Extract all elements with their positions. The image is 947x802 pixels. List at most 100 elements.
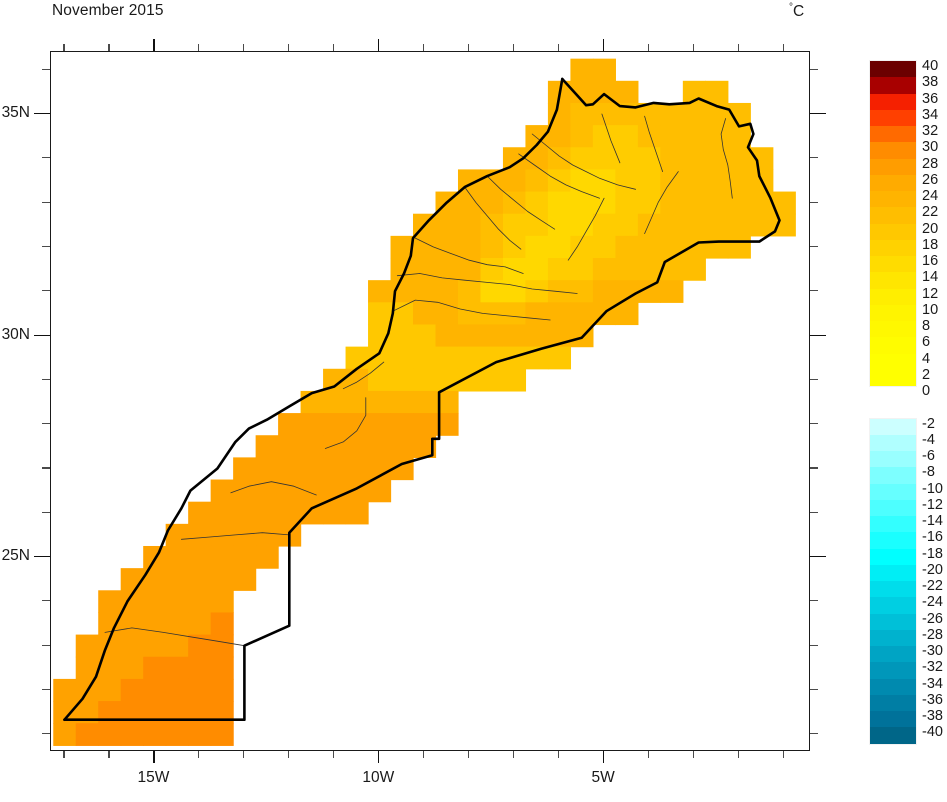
raster-cell — [165, 634, 189, 658]
admin-border — [644, 171, 679, 235]
raster-cell — [323, 435, 347, 458]
colorbar-segment — [870, 548, 916, 565]
colorbar-tick-label: -18 — [922, 545, 943, 562]
raster-cell — [547, 235, 572, 259]
raster-cell — [278, 501, 302, 525]
raster-cell — [143, 678, 167, 702]
colorbar-segment — [870, 353, 916, 370]
x-tick-minor — [288, 44, 290, 51]
x-tick-major — [603, 751, 605, 763]
x-tick-minor — [63, 44, 65, 51]
raster-cell — [457, 302, 482, 326]
y-tick-minor — [42, 378, 50, 380]
raster-cell — [413, 258, 437, 281]
colorbar-tick-label: -8 — [922, 464, 935, 481]
raster-cell — [502, 213, 527, 237]
raster-cell — [368, 302, 392, 326]
temperature-raster — [53, 58, 796, 746]
raster-cell — [188, 545, 212, 569]
raster-cell — [210, 678, 234, 702]
raster-cell — [188, 590, 212, 614]
raster-cell — [615, 169, 639, 193]
raster-cell — [615, 102, 639, 126]
x-tick-minor — [333, 44, 335, 51]
raster-cell — [772, 191, 796, 215]
raster-cell — [615, 258, 639, 281]
raster-cell — [165, 568, 189, 591]
raster-cell — [75, 656, 99, 680]
raster-cell — [345, 368, 369, 392]
colorbar-segment — [870, 191, 916, 208]
colorbar-tick-label: 16 — [922, 253, 939, 269]
raster-cell — [165, 723, 189, 746]
colorbar-segment — [870, 597, 916, 614]
raster-cell — [413, 346, 437, 370]
raster-cell — [547, 191, 572, 215]
raster-cell — [368, 457, 392, 481]
colorbar-tick-label: 10 — [922, 301, 939, 318]
raster-cell — [188, 612, 212, 636]
colorbar-tick-label: 22 — [922, 204, 939, 221]
colorbar-tick-label: -6 — [922, 448, 935, 464]
colorbar-segment — [870, 288, 916, 305]
map-plot-area[interactable] — [50, 51, 810, 751]
raster-cell — [592, 191, 616, 215]
y-tick-major — [34, 334, 50, 336]
x-tick-minor — [243, 44, 245, 51]
raster-cell — [682, 213, 706, 237]
raster-cell — [143, 612, 167, 636]
raster-cell — [188, 678, 212, 702]
raster-cell — [570, 258, 594, 281]
raster-cell — [233, 479, 257, 503]
raster-cell — [98, 656, 122, 680]
colorbar-segment — [870, 629, 916, 646]
colorbar-segment — [870, 256, 916, 273]
x-tick-minor — [288, 751, 290, 758]
raster-cell — [682, 235, 706, 259]
x-tick-major — [603, 39, 605, 51]
raster-cell — [727, 235, 751, 259]
raster-cell — [368, 280, 392, 303]
y-tick-minor — [42, 600, 50, 602]
raster-cell — [705, 213, 729, 237]
raster-cell — [457, 324, 482, 348]
raster-cell — [278, 457, 302, 481]
raster-cell — [143, 590, 167, 614]
x-tick-minor — [468, 751, 470, 758]
raster-cell — [637, 125, 661, 148]
admin-border — [392, 299, 551, 321]
raster-cell — [705, 169, 729, 193]
x-tick-minor — [783, 751, 785, 758]
raster-cell — [525, 147, 549, 170]
colorbar-segment — [870, 678, 916, 695]
raster-cell — [435, 213, 459, 237]
raster-cell — [300, 501, 324, 525]
raster-cell — [435, 302, 459, 326]
colorbar-cold — [869, 417, 917, 745]
raster-cell — [413, 324, 437, 348]
raster-cell — [435, 324, 459, 348]
raster-cell — [413, 280, 437, 303]
raster-cell — [368, 413, 392, 436]
raster-cell — [615, 125, 639, 148]
celsius-letter: C — [793, 3, 805, 21]
raster-cell — [570, 302, 594, 326]
raster-cell — [570, 58, 594, 82]
raster-cell — [53, 678, 77, 702]
raster-cell — [727, 125, 751, 148]
raster-cell — [480, 213, 504, 237]
raster-cell — [637, 147, 661, 170]
raster-cell — [278, 479, 302, 503]
raster-cell — [435, 258, 459, 281]
raster-cell — [525, 324, 549, 348]
raster-cell — [98, 701, 122, 724]
y-tick-minor — [42, 511, 50, 513]
colorbar-tick-label: -26 — [922, 610, 943, 627]
raster-cell — [457, 235, 482, 259]
raster-cell — [547, 213, 572, 237]
raster-cell — [390, 390, 414, 414]
raster-cell — [210, 634, 234, 658]
raster-cell — [570, 191, 594, 215]
colorbar-segment — [870, 451, 916, 468]
colorbar-tick-label: -24 — [922, 594, 943, 611]
